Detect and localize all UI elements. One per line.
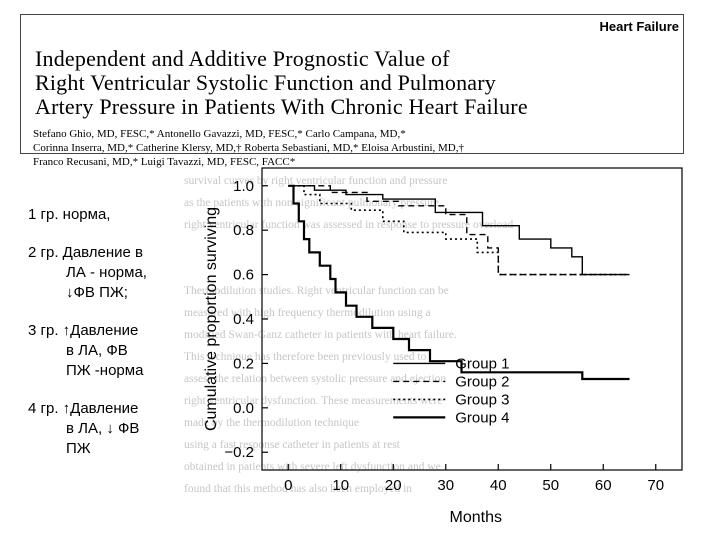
x-tick-label: 0 xyxy=(284,477,292,494)
x-tick-label: 50 xyxy=(542,477,559,494)
group-line: ПЖ -норма xyxy=(66,362,144,379)
bg-text-line: found that this method has also been emp… xyxy=(184,483,413,495)
group-line: 1 гр. норма, xyxy=(28,206,111,223)
group-1-description: 1 гр. норма, xyxy=(28,205,178,225)
bg-text-line: assess the relation between systolic pre… xyxy=(184,373,447,385)
group-line: в ЛА, ↓ ФВ xyxy=(66,420,140,437)
x-tick-label: 40 xyxy=(490,477,507,494)
group-line: ЛА - норма, xyxy=(66,264,147,281)
x-tick-label: 30 xyxy=(437,477,454,494)
bg-text-line: made by the thermodilution technique xyxy=(184,417,360,429)
series-line-group-3 xyxy=(288,185,630,276)
bg-text-line: using a fast response catheter in patien… xyxy=(184,439,400,451)
bg-text-line: right ventricular dysfunction. These mea… xyxy=(184,395,443,407)
y-tick-label: 0.0 xyxy=(233,400,254,417)
series-line-group-1 xyxy=(288,185,630,276)
group-line: ↓ФВ ПЖ; xyxy=(66,284,128,301)
x-tick-label: 70 xyxy=(647,477,664,494)
article-header: Heart Failure Independent and Additive P… xyxy=(20,14,684,168)
y-tick-label: 1.0 xyxy=(233,178,254,195)
bg-text-line: modified Swan-Ganz catheter in patients … xyxy=(184,329,457,341)
y-tick-label: 0.2 xyxy=(233,355,254,372)
group-descriptions: 1 гр. норма, 2 гр. Давление в ЛА - норма… xyxy=(28,205,178,477)
y-tick-label: 0.8 xyxy=(233,222,254,239)
title-line: Artery Pressure in Patients With Chronic… xyxy=(35,94,528,119)
author-line: Stefano Ghio, MD, FESC,* Antonello Gavaz… xyxy=(33,128,406,140)
author-line: Franco Recusani, MD,* Luigi Tavazzi, MD,… xyxy=(33,156,296,168)
legend-label-group-1: Group 1 xyxy=(455,355,509,372)
group-4-description: 4 гр. ↑Давление в ЛА, ↓ ФВ ПЖ xyxy=(28,399,178,459)
group-2-description: 2 гр. Давление в ЛА - норма, ↓ФВ ПЖ; xyxy=(28,243,178,303)
x-tick-label: 60 xyxy=(595,477,612,494)
legend-label-group-4: Group 4 xyxy=(455,409,509,426)
author-list: Stefano Ghio, MD, FESC,* Antonello Gavaz… xyxy=(33,127,673,169)
bg-text-line: right ventricular function was assessed … xyxy=(184,219,514,231)
x-tick-label: 20 xyxy=(385,477,402,494)
group-line: 3 гр. ↑Давление xyxy=(28,322,139,339)
title-line: Right Ventricular Systolic Function and … xyxy=(35,70,496,95)
bg-text-line: survival curves by right ventricular fun… xyxy=(184,175,448,187)
y-tick-label: 0.4 xyxy=(233,311,254,328)
series-line-group-4 xyxy=(288,184,630,381)
title-line: Independent and Additive Prognostic Valu… xyxy=(35,46,450,71)
legend-label-group-3: Group 3 xyxy=(455,391,509,408)
x-tick-label: 10 xyxy=(332,477,349,494)
legend-label-group-2: Group 2 xyxy=(455,373,509,390)
author-line: Corinna Inserra, MD,* Catherine Klersy, … xyxy=(33,142,464,154)
background-article-text: survival curves by right ventricular fun… xyxy=(184,170,684,530)
group-line: 4 гр. ↑Давление xyxy=(28,400,139,417)
article-title: Independent and Additive Prognostic Valu… xyxy=(35,47,665,119)
y-tick-label: 0.6 xyxy=(233,267,254,284)
y-tick-label: −0.2 xyxy=(224,444,254,461)
bg-text-line: This technique has therefore been previo… xyxy=(184,351,427,363)
x-axis-label: Months xyxy=(450,509,502,526)
group-line: ПЖ xyxy=(66,440,91,457)
journal-name: Heart Failure xyxy=(599,19,679,34)
group-3-description: 3 гр. ↑Давление в ЛА, ФВ ПЖ -норма xyxy=(28,321,178,381)
group-line: в ЛА, ФВ xyxy=(66,342,128,359)
group-line: 2 гр. Давление в xyxy=(28,244,144,261)
series-line-group-2 xyxy=(288,185,630,276)
bg-text-line: Thermodilution studies. Right ventricula… xyxy=(184,285,449,297)
bg-text-line: as the patients with non-significant pul… xyxy=(184,197,439,209)
y-axis-label: Cumulative proportion surviving xyxy=(203,207,220,431)
survival-chart: −0.2 0.0 0.2 0.4 0.6 0.8 1.0 0 10 20 30 40 50 60 70 Mon… xyxy=(203,167,683,526)
